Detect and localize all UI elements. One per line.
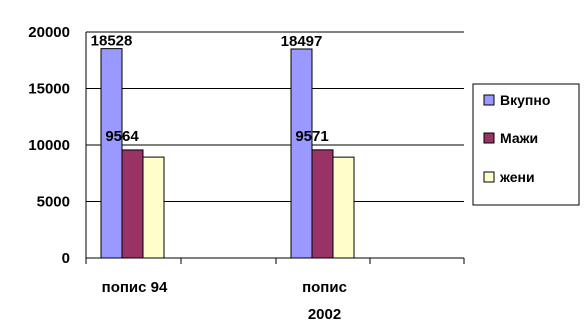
legend-label: Мажи [500,130,538,146]
bar-жени [142,156,165,259]
y-tick-label: 10000 [28,137,70,154]
bar-Мажи [121,149,144,259]
y-tick-label: 20000 [28,24,70,41]
x-category-label: попис 2002 [302,279,347,322]
bar-Мажи [311,149,334,259]
legend-label: жени [499,169,535,185]
y-tick-label: 5000 [37,194,70,211]
legend-label: Вкупно [500,92,550,108]
bar-Вкупно [290,48,313,259]
y-tick-label: 15000 [28,81,70,98]
legend-swatch [483,94,495,106]
legend-swatch [483,132,495,144]
y-tick-label: 0 [62,250,70,267]
bar-Вкупно [100,48,123,259]
data-label: 9571 [295,128,328,145]
bar-жени [332,156,355,259]
data-label: 9564 [105,128,139,145]
x-category-label: попис 94 [102,279,168,296]
data-label: 18497 [281,33,323,50]
legend-swatch [483,171,495,183]
data-label: 18528 [91,33,133,50]
